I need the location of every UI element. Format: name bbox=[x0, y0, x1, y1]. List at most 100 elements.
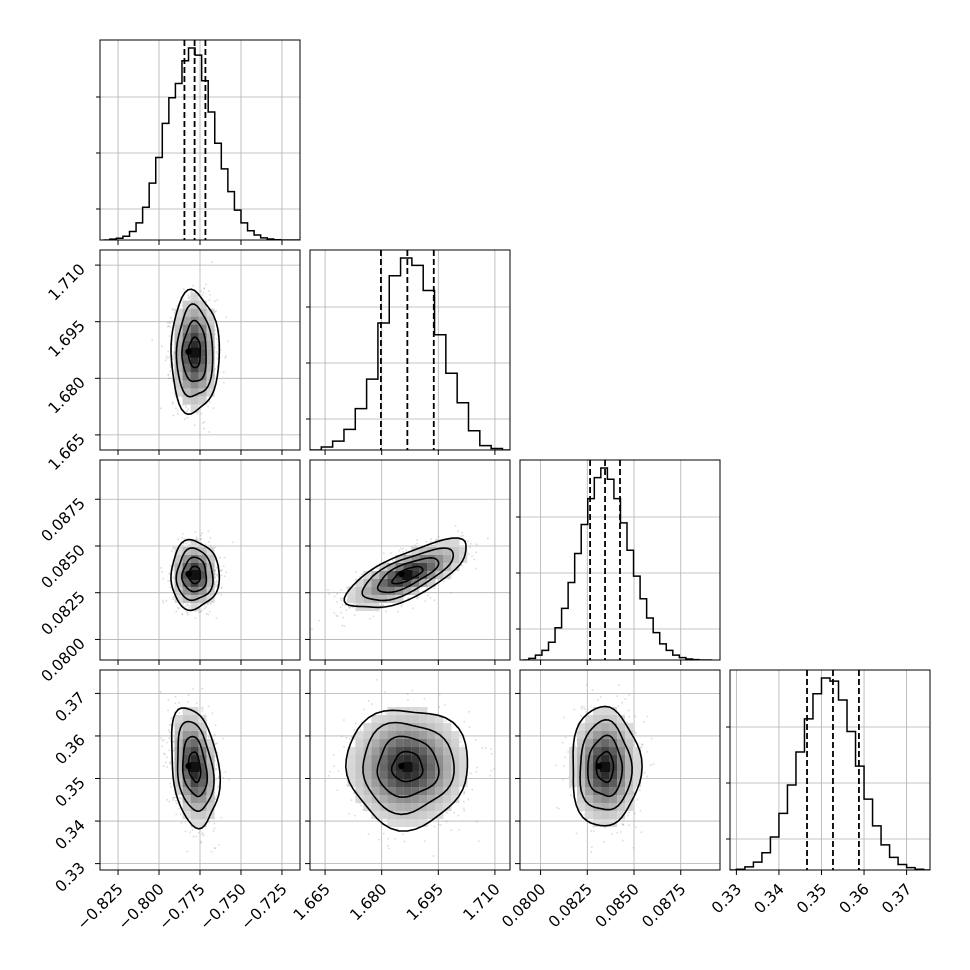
sample-point bbox=[216, 584, 218, 587]
sample-point bbox=[340, 611, 343, 614]
histogram-step-p1 bbox=[310, 257, 510, 450]
sample-point bbox=[166, 321, 169, 324]
density-cell bbox=[198, 578, 207, 587]
density-cell bbox=[198, 300, 207, 309]
sample-point bbox=[215, 310, 217, 312]
sample-point bbox=[467, 540, 469, 543]
sample-point bbox=[188, 606, 191, 608]
sample-point bbox=[200, 290, 202, 293]
sample-point bbox=[163, 738, 165, 741]
sample-point bbox=[214, 586, 217, 588]
sample-point bbox=[172, 749, 174, 752]
sample-point bbox=[216, 583, 219, 585]
sample-point bbox=[166, 741, 168, 744]
sample-point bbox=[403, 595, 405, 598]
panel-content bbox=[520, 460, 720, 660]
density-cell bbox=[451, 554, 460, 563]
density-cell bbox=[174, 316, 183, 325]
sample-point bbox=[178, 463, 180, 465]
sample-point bbox=[222, 565, 225, 567]
density-cell bbox=[198, 546, 207, 555]
sample-point bbox=[341, 603, 344, 606]
sample-point bbox=[175, 800, 177, 802]
sample-point bbox=[172, 596, 175, 598]
density-cell bbox=[182, 396, 191, 405]
sample-point bbox=[227, 340, 230, 343]
sample-point bbox=[203, 427, 206, 430]
sample-point bbox=[194, 531, 197, 533]
density-cell bbox=[190, 602, 199, 611]
sample-point bbox=[182, 403, 184, 406]
sample-point bbox=[384, 610, 387, 613]
sample-point bbox=[393, 561, 395, 563]
sample-point bbox=[173, 373, 175, 376]
density-cell bbox=[182, 332, 191, 341]
sample-point bbox=[169, 366, 172, 369]
sample-point bbox=[215, 580, 218, 582]
sample-point bbox=[208, 431, 210, 433]
sample-point bbox=[434, 545, 436, 547]
density-cell bbox=[174, 546, 183, 555]
sample-point bbox=[169, 321, 171, 324]
sample-point bbox=[199, 538, 202, 540]
sample-point bbox=[467, 553, 470, 555]
sample-point bbox=[205, 283, 207, 286]
contour-level-3 bbox=[175, 547, 214, 602]
sample-point bbox=[372, 615, 375, 618]
sample-point bbox=[333, 612, 336, 614]
sample-point bbox=[345, 609, 347, 611]
sample-point bbox=[203, 607, 206, 610]
sample-point bbox=[196, 702, 198, 705]
sample-point bbox=[201, 532, 203, 534]
sample-point bbox=[220, 574, 223, 577]
sample-point bbox=[185, 542, 187, 545]
density-cell bbox=[198, 554, 207, 563]
sample-point bbox=[217, 344, 219, 346]
sample-point bbox=[173, 577, 176, 580]
sample-point bbox=[169, 586, 171, 589]
density-cell bbox=[419, 562, 428, 571]
sample-point bbox=[173, 352, 176, 355]
sample-point bbox=[172, 355, 174, 357]
sample-point bbox=[172, 740, 175, 743]
sample-point bbox=[171, 402, 174, 405]
sample-point bbox=[207, 530, 210, 533]
sample-point bbox=[219, 570, 222, 572]
sample-point bbox=[429, 596, 432, 599]
sample-point bbox=[167, 709, 169, 712]
sample-point bbox=[170, 362, 172, 364]
density-cell bbox=[379, 570, 388, 579]
sample-point bbox=[354, 571, 357, 573]
sample-point bbox=[209, 603, 212, 605]
sample-point bbox=[216, 573, 218, 576]
density-cell bbox=[403, 554, 412, 563]
scatter-panel-p0-p2 bbox=[95, 459, 301, 665]
sample-point bbox=[220, 587, 223, 589]
density-cell bbox=[174, 340, 183, 349]
sample-point bbox=[176, 304, 179, 307]
contour-level-2 bbox=[181, 319, 207, 383]
sample-point bbox=[224, 771, 227, 774]
contour-level-1 bbox=[187, 336, 202, 369]
sample-point bbox=[433, 599, 436, 602]
density-cell bbox=[395, 554, 404, 563]
sample-point bbox=[375, 564, 378, 566]
sample-point bbox=[190, 290, 193, 293]
sample-point bbox=[187, 701, 189, 703]
density-cell bbox=[182, 364, 191, 373]
density-cell bbox=[182, 340, 191, 349]
sample-point bbox=[214, 368, 216, 370]
sample-point bbox=[336, 615, 339, 618]
density-cell bbox=[355, 594, 364, 603]
sample-point bbox=[349, 606, 352, 609]
sample-point bbox=[166, 798, 169, 801]
sample-point bbox=[223, 381, 225, 384]
sample-point bbox=[172, 365, 174, 367]
density-cell bbox=[387, 586, 396, 595]
sample-point bbox=[218, 844, 220, 846]
sample-point bbox=[205, 612, 208, 615]
sample-point bbox=[202, 422, 204, 424]
density-cell bbox=[443, 538, 452, 547]
density-cell bbox=[347, 586, 356, 595]
sample-point bbox=[378, 568, 380, 570]
